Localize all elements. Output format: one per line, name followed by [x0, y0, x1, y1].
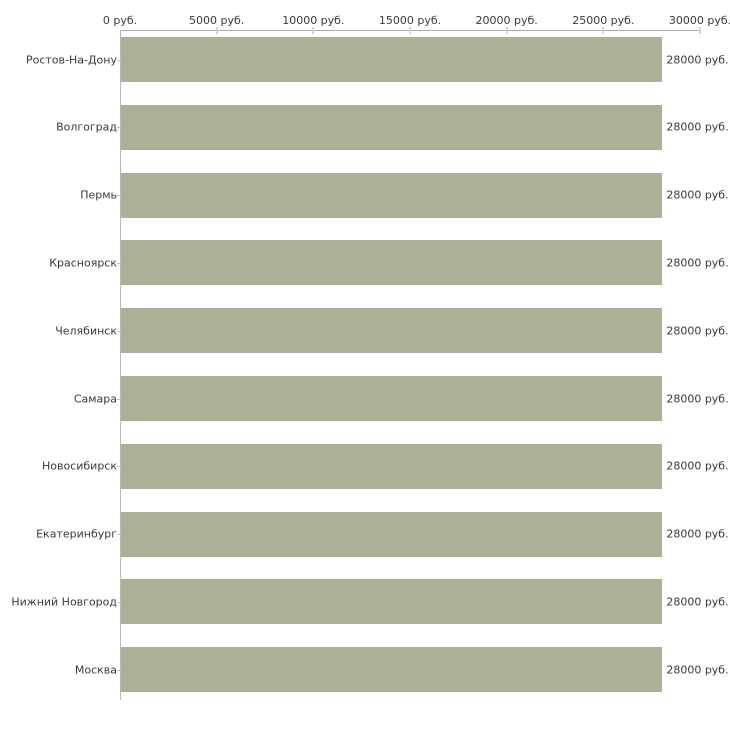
x-axis-tick-label: 0 руб. [102, 14, 138, 27]
bar-value-label: 28000 руб. [666, 256, 729, 270]
y-axis-tick-mark [117, 466, 121, 468]
x-axis-tick-label: 20000 руб. [475, 14, 538, 27]
category-label: Москва [74, 663, 117, 677]
category-label: Нижний Новгород [11, 595, 117, 609]
bar [121, 37, 663, 82]
bar-row: Нижний Новгород 28000 руб. [0, 579, 730, 625]
bar [121, 104, 663, 150]
bar-value-label: 28000 руб. [666, 663, 729, 677]
bar-value-label: 28000 руб. [666, 188, 729, 202]
bar-row: Волгоград 28000 руб. [0, 104, 730, 150]
bar-row: Москва 28000 руб. [0, 647, 730, 693]
x-axis-tick-mark [312, 27, 315, 34]
bar-row: Ростов-На-Дону 28000 руб. [0, 37, 730, 82]
category-label: Самара [73, 392, 117, 405]
x-axis-tick-label: 15000 руб. [378, 14, 442, 27]
x-axis-tick-label: 5000 руб. [189, 14, 245, 27]
category-label: Волгоград [56, 120, 117, 134]
y-axis-tick-mark [117, 262, 121, 264]
x-axis-tick-mark [215, 27, 218, 34]
category-label: Пермь [80, 188, 117, 202]
x-axis-tick-label: 25000 руб. [572, 14, 635, 27]
category-label: Челябинск [55, 324, 117, 338]
bar [121, 172, 663, 218]
category-label: Ростов-На-Дону [25, 53, 117, 66]
bar-value-label: 28000 руб. [666, 595, 729, 609]
y-axis-tick-mark [117, 398, 121, 400]
category-label: Красноярск [49, 256, 117, 270]
x-axis-tick-mark [505, 27, 508, 34]
bar-value-label: 28000 руб. [666, 53, 729, 66]
bar-value-label: 28000 руб. [666, 120, 729, 134]
y-axis-tick-mark [117, 601, 121, 603]
bar [121, 511, 663, 557]
bar-row: Красноярск 28000 руб. [0, 240, 730, 286]
x-axis-tick-mark [699, 27, 701, 34]
y-axis-tick-mark [117, 534, 121, 536]
y-axis-tick-mark [117, 127, 121, 129]
x-axis-tick-label: 10000 руб. [282, 14, 345, 27]
y-axis-tick-mark [117, 59, 121, 61]
y-axis-tick-mark [117, 195, 121, 197]
bar [121, 308, 663, 354]
y-axis-tick-mark [117, 669, 121, 671]
category-label: Новосибирск [41, 459, 117, 473]
bar-row: Челябинск 28000 руб. [0, 308, 730, 354]
bar-value-label: 28000 руб. [666, 324, 729, 338]
y-axis-tick-mark [117, 330, 121, 332]
bar [121, 376, 663, 421]
bar-row: Екатеринбург 28000 руб. [0, 511, 730, 557]
bar [121, 647, 663, 693]
bar-value-label: 28000 руб. [666, 527, 729, 541]
bar-row: Пермь 28000 руб. [0, 172, 730, 218]
y-axis-line [120, 30, 121, 700]
x-axis-tick-mark [602, 27, 605, 34]
bar-value-label: 28000 руб. [666, 459, 729, 473]
bar [121, 240, 663, 286]
bar-row: Самара 28000 руб. [0, 376, 730, 421]
bar [121, 443, 663, 489]
category-label: Екатеринбург [36, 527, 117, 541]
x-axis-tick-label: 30000 руб. [668, 14, 730, 27]
x-axis-tick-mark [409, 27, 411, 34]
bar-row: Новосибирск 28000 руб. [0, 443, 730, 489]
bar [121, 579, 663, 625]
bar-value-label: 28000 руб. [666, 392, 729, 405]
